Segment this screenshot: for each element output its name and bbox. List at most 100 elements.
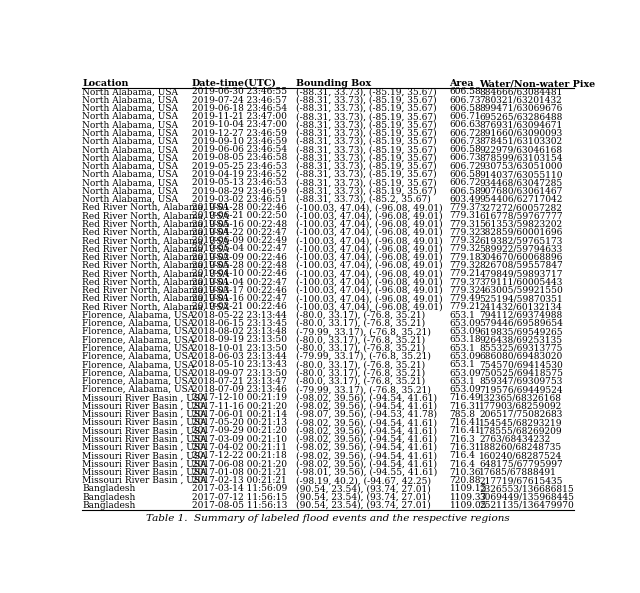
Text: (-88.31, 33.73), (-85.19, 35.67): (-88.31, 33.73), (-85.19, 35.67) [296,154,436,162]
Text: 716.31: 716.31 [449,443,481,452]
Text: Red River North, Alabama, USA: Red River North, Alabama, USA [83,302,230,311]
Text: 2019-06-18 23:46:54: 2019-06-18 23:46:54 [191,104,287,113]
Text: 720.88: 720.88 [449,476,481,485]
Text: 2019-12-27 23:46:59: 2019-12-27 23:46:59 [191,129,287,138]
Text: Missouri River Basin , USA: Missouri River Basin , USA [83,443,207,452]
Text: 779.32: 779.32 [449,228,481,237]
Text: 327272/60057282: 327272/60057282 [479,203,562,212]
Text: (-98.01, 39.56), (-94.55, 41.61): (-98.01, 39.56), (-94.55, 41.61) [296,468,437,477]
Text: 2017-12-22 00:21:18: 2017-12-22 00:21:18 [191,451,286,460]
Text: 855325/69313775: 855325/69313775 [479,344,563,353]
Text: 653.09: 653.09 [449,385,481,394]
Text: (-79.99, 33.17), (-76.8, 35.21): (-79.99, 33.17), (-76.8, 35.21) [296,385,431,394]
Text: North Alabama, USA: North Alabama, USA [83,154,179,162]
Text: (-88.31, 33.73), (-85.19, 35.67): (-88.31, 33.73), (-85.19, 35.67) [296,87,436,96]
Text: (-80.0, 33.17), (-76.8, 35.21): (-80.0, 33.17), (-76.8, 35.21) [296,319,425,328]
Text: Red River North, Alabama, USA: Red River North, Alabama, USA [83,261,230,270]
Text: 878451/63103302: 878451/63103302 [479,137,563,146]
Text: 177903/68259092: 177903/68259092 [479,401,563,410]
Text: (-88.31, 33.73), (-85.19, 35.67): (-88.31, 33.73), (-85.19, 35.67) [296,104,436,113]
Text: (-98.02, 39.56), (-94.54, 41.61): (-98.02, 39.56), (-94.54, 41.61) [296,460,436,468]
Text: Bangladesh: Bangladesh [83,493,136,502]
Text: Florence, Alabama, USA: Florence, Alabama, USA [83,336,195,345]
Text: 2018-08-02 23:13:48: 2018-08-02 23:13:48 [191,327,286,336]
Text: (-88.31, 33.73), (-85.19, 35.67): (-88.31, 33.73), (-85.19, 35.67) [296,137,436,146]
Text: (-80.0, 33.17), (-76.8, 35.21): (-80.0, 33.17), (-76.8, 35.21) [296,377,425,386]
Text: 2019-02-21 00:22:46: 2019-02-21 00:22:46 [191,302,286,311]
Text: 754570/69414530: 754570/69414530 [479,361,563,369]
Text: 2019-05-13 23:46:53: 2019-05-13 23:46:53 [191,178,287,187]
Text: (-98.02, 39.56), (-94.54, 41.61): (-98.02, 39.56), (-94.54, 41.61) [296,435,436,444]
Text: 653.1: 653.1 [449,361,476,369]
Text: 2018-05-22 23:13:44: 2018-05-22 23:13:44 [191,311,286,320]
Text: 2017-05-20 00:21:13: 2017-05-20 00:21:13 [191,418,287,427]
Text: 826708/59557847: 826708/59557847 [479,261,563,270]
Text: (-98.02, 39.56), (-94.54, 41.61): (-98.02, 39.56), (-94.54, 41.61) [296,393,436,402]
Text: 217719/67615435: 217719/67615435 [479,476,563,485]
Text: (90.54, 23.54), (93.74, 27.01): (90.54, 23.54), (93.74, 27.01) [296,493,431,502]
Text: 716.3: 716.3 [449,435,476,444]
Text: 750525/69418575: 750525/69418575 [479,368,563,378]
Text: 17685/67888491: 17685/67888491 [479,468,557,477]
Text: Table 1.  Summary of labeled flood events and the respective regions: Table 1. Summary of labeled flood events… [146,514,510,523]
Text: 2326553/136686815: 2326553/136686815 [479,484,574,493]
Text: 1109.37: 1109.37 [449,493,487,502]
Text: 719576/69449524: 719576/69449524 [479,385,563,394]
Text: 2017-11-16 00:21:20: 2017-11-16 00:21:20 [191,401,287,410]
Text: 1109.05: 1109.05 [449,501,487,510]
Text: 779.32: 779.32 [449,236,481,245]
Text: 2019-02-09 00:22:46: 2019-02-09 00:22:46 [191,253,287,262]
Text: 716.49: 716.49 [449,393,481,402]
Text: (-88.31, 33.73), (-85.19, 35.67): (-88.31, 33.73), (-85.19, 35.67) [296,187,436,196]
Text: Location: Location [83,79,129,88]
Text: (-80.0, 33.17), (-76.8, 35.21): (-80.0, 33.17), (-76.8, 35.21) [296,336,425,345]
Text: 3069449/135968445: 3069449/135968445 [479,493,574,502]
Text: (-100.03, 47.04), (-96.08, 49.01): (-100.03, 47.04), (-96.08, 49.01) [296,269,442,278]
Text: 606.73: 606.73 [449,95,481,104]
Text: 2019-08-29 23:46:59: 2019-08-29 23:46:59 [191,187,287,196]
Text: Red River North, Alabama, USA: Red River North, Alabama, USA [83,219,230,229]
Text: 579446/69589654: 579446/69589654 [479,319,563,328]
Text: 716.41: 716.41 [449,426,481,435]
Text: (-98.19, 40.2), (-94.67, 42.25): (-98.19, 40.2), (-94.67, 42.25) [296,476,431,485]
Text: 606.58: 606.58 [449,170,481,179]
Text: 606.72: 606.72 [449,178,481,187]
Text: Red River North, Alabama, USA: Red River North, Alabama, USA [83,269,230,278]
Text: (-88.31, 33.73), (-85.19, 35.67): (-88.31, 33.73), (-85.19, 35.67) [296,162,436,171]
Text: 794112/69374988: 794112/69374988 [479,311,563,320]
Text: 653.1: 653.1 [449,311,476,320]
Text: 241432/60132134: 241432/60132134 [479,302,562,311]
Text: 779.31: 779.31 [449,219,481,229]
Text: 779.32: 779.32 [449,244,481,253]
Text: Florence, Alabama, USA: Florence, Alabama, USA [83,319,195,328]
Text: 2019-04-10 00:22:46: 2019-04-10 00:22:46 [191,269,287,278]
Text: 914037/63055110: 914037/63055110 [479,170,563,179]
Text: 779.18: 779.18 [449,253,481,262]
Text: 926438/69253135: 926438/69253135 [479,336,563,345]
Text: Missouri River Basin , USA: Missouri River Basin , USA [83,476,207,485]
Text: 463005/59921550: 463005/59921550 [479,286,563,295]
Text: 619835/69549265: 619835/69549265 [479,327,563,336]
Text: (-88.31, 33.73), (-85.19, 35.67): (-88.31, 33.73), (-85.19, 35.67) [296,129,436,138]
Text: 2521135/136479970: 2521135/136479970 [479,501,574,510]
Text: 2017-12-10 00:21:19: 2017-12-10 00:21:19 [191,393,287,402]
Text: 2017-08-05 11:56:13: 2017-08-05 11:56:13 [191,501,287,510]
Text: 2019-01-04 00:22:47: 2019-01-04 00:22:47 [191,278,287,286]
Text: (-88.31, 33.73), (-85.19, 35.67): (-88.31, 33.73), (-85.19, 35.67) [296,170,436,179]
Text: (-79.99, 33.17), (-76.8, 35.21): (-79.99, 33.17), (-76.8, 35.21) [296,327,431,336]
Text: (-80.0, 33.17), (-76.8, 35.21): (-80.0, 33.17), (-76.8, 35.21) [296,311,425,320]
Text: 779.21: 779.21 [449,269,481,278]
Text: (-100.03, 47.04), (-96.08, 49.01): (-100.03, 47.04), (-96.08, 49.01) [296,253,442,262]
Text: Missouri River Basin , USA: Missouri River Basin , USA [83,401,207,410]
Text: North Alabama, USA: North Alabama, USA [83,112,179,121]
Text: 2017-09-29 00:21:20: 2017-09-29 00:21:20 [191,426,287,435]
Text: Missouri River Basin , USA: Missouri River Basin , USA [83,410,207,419]
Text: Missouri River Basin , USA: Missouri River Basin , USA [83,393,207,402]
Text: 188260/68248735: 188260/68248735 [479,443,563,452]
Text: Red River North, Alabama, USA: Red River North, Alabama, USA [83,278,230,286]
Text: 922979/63046168: 922979/63046168 [479,145,563,154]
Text: (-80.0, 33.17), (-76.8, 35.21): (-80.0, 33.17), (-76.8, 35.21) [296,344,425,353]
Text: 589922/59794633: 589922/59794633 [479,244,563,253]
Text: (-98.02, 39.56), (-94.54, 41.61): (-98.02, 39.56), (-94.54, 41.61) [296,418,436,427]
Text: (-98.07, 39.56), (-94.53, 41.78): (-98.07, 39.56), (-94.53, 41.78) [296,410,436,419]
